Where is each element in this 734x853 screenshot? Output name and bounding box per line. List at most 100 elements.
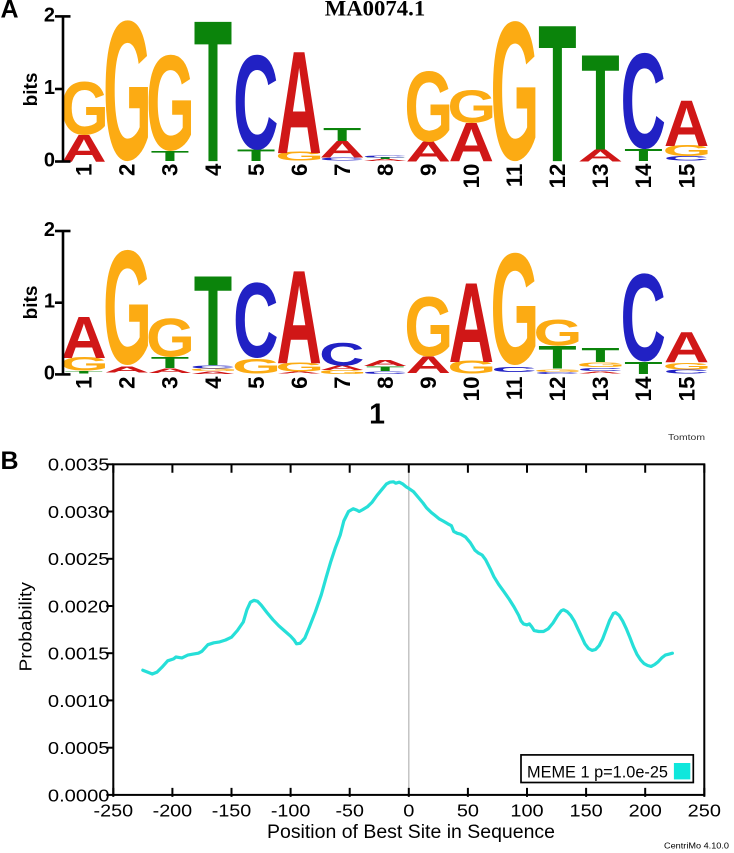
svg-text:9: 9 xyxy=(416,164,441,176)
svg-text:-100: -100 xyxy=(271,801,311,821)
svg-text:-200: -200 xyxy=(153,801,193,821)
svg-text:1: 1 xyxy=(44,291,55,313)
svg-text:A: A xyxy=(363,159,408,162)
svg-text:A: A xyxy=(147,367,192,375)
svg-text:C: C xyxy=(621,248,666,387)
svg-text:12: 12 xyxy=(545,164,570,189)
svg-text:0: 0 xyxy=(403,801,414,821)
svg-text:A: A xyxy=(61,304,106,370)
svg-text:A: A xyxy=(190,371,235,375)
svg-text:15: 15 xyxy=(674,377,699,402)
svg-text:0.0025: 0.0025 xyxy=(48,549,110,569)
svg-text:G: G xyxy=(404,278,453,373)
svg-text:A: A xyxy=(578,371,623,374)
svg-text:0.0020: 0.0020 xyxy=(48,596,110,616)
svg-text:5: 5 xyxy=(244,164,269,176)
svg-text:14: 14 xyxy=(631,376,656,401)
svg-text:G: G xyxy=(275,149,324,163)
svg-text:250: 250 xyxy=(688,801,721,821)
svg-text:G: G xyxy=(533,369,582,373)
svg-text:C: C xyxy=(233,260,278,380)
svg-text:G: G xyxy=(146,308,195,368)
svg-text:C: C xyxy=(491,366,536,374)
svg-text:Tomtom: Tomtom xyxy=(668,433,705,442)
svg-text:G: G xyxy=(146,28,195,179)
svg-text:A: A xyxy=(664,86,709,160)
svg-text:50: 50 xyxy=(457,801,479,821)
svg-text:G: G xyxy=(189,368,238,372)
svg-text:G: G xyxy=(318,369,367,375)
svg-text:A: A xyxy=(578,146,623,165)
svg-text:C: C xyxy=(664,369,709,375)
svg-text:G: G xyxy=(490,0,539,202)
svg-text:T: T xyxy=(151,148,190,164)
svg-text:G: G xyxy=(663,361,712,371)
svg-text:C: C xyxy=(621,26,666,177)
svg-text:8: 8 xyxy=(373,164,398,176)
svg-text:10: 10 xyxy=(459,377,484,402)
svg-text:9: 9 xyxy=(416,377,441,389)
svg-text:100: 100 xyxy=(510,801,543,821)
svg-text:Position of Best Site in Seque: Position of Best Site in Sequence xyxy=(267,821,555,843)
svg-text:G: G xyxy=(663,142,712,159)
svg-text:11: 11 xyxy=(502,164,527,188)
svg-text:A: A xyxy=(406,352,451,379)
svg-text:C: C xyxy=(534,372,579,374)
svg-text:3: 3 xyxy=(158,377,183,389)
svg-text:C: C xyxy=(577,367,622,372)
svg-text:A: A xyxy=(104,365,149,374)
svg-text:0.0005: 0.0005 xyxy=(48,738,110,758)
svg-text:G: G xyxy=(533,312,582,354)
svg-text:150: 150 xyxy=(570,801,603,821)
svg-text:11: 11 xyxy=(502,377,527,401)
svg-text:6: 6 xyxy=(287,377,312,389)
svg-text:T: T xyxy=(194,249,232,393)
svg-text:C: C xyxy=(319,336,364,372)
svg-text:T: T xyxy=(624,358,662,378)
svg-text:T: T xyxy=(366,157,404,160)
svg-text:CentriMo 4.10.0: CentriMo 4.10.0 xyxy=(664,841,729,851)
svg-text:G: G xyxy=(232,354,281,377)
svg-text:2: 2 xyxy=(44,219,55,241)
svg-text:G: G xyxy=(103,0,152,202)
svg-text:13: 13 xyxy=(588,377,613,402)
svg-text:A: A xyxy=(406,136,451,167)
svg-text:4: 4 xyxy=(201,376,226,389)
svg-text:bits: bits xyxy=(21,73,42,107)
svg-text:G: G xyxy=(577,362,626,369)
svg-text:G: G xyxy=(490,220,539,398)
svg-text:200: 200 xyxy=(629,801,662,821)
svg-text:G: G xyxy=(447,81,496,133)
svg-text:A: A xyxy=(276,244,321,392)
svg-text:T: T xyxy=(624,145,662,165)
svg-text:0.0030: 0.0030 xyxy=(48,502,110,522)
svg-text:bits: bits xyxy=(21,286,42,320)
svg-text:13: 13 xyxy=(588,164,613,189)
svg-text:T: T xyxy=(237,146,275,164)
svg-text:C: C xyxy=(362,371,407,375)
svg-text:7: 7 xyxy=(330,164,355,176)
svg-text:14: 14 xyxy=(631,163,656,188)
svg-text:T: T xyxy=(581,344,619,367)
svg-text:A: A xyxy=(319,136,364,163)
svg-text:0.0000: 0.0000 xyxy=(48,785,110,805)
svg-text:2: 2 xyxy=(44,4,55,26)
svg-text:15: 15 xyxy=(674,164,699,189)
svg-text:-150: -150 xyxy=(212,801,252,821)
svg-text:2: 2 xyxy=(115,164,140,176)
svg-text:G: G xyxy=(60,66,109,151)
svg-text:A: A xyxy=(664,323,709,371)
svg-text:C: C xyxy=(319,156,364,161)
svg-text:A: A xyxy=(61,128,106,171)
svg-text:T: T xyxy=(151,354,189,371)
svg-text:0: 0 xyxy=(44,150,55,172)
svg-text:T: T xyxy=(538,339,577,376)
svg-text:G: G xyxy=(60,353,109,374)
svg-text:G: G xyxy=(103,217,152,399)
svg-text:T: T xyxy=(65,371,103,375)
svg-text:A: A xyxy=(319,365,364,372)
svg-text:Probability: Probability xyxy=(16,582,36,672)
svg-text:A: A xyxy=(449,258,494,387)
svg-text:MA0074.1: MA0074.1 xyxy=(325,0,426,21)
svg-text:T: T xyxy=(323,124,361,145)
